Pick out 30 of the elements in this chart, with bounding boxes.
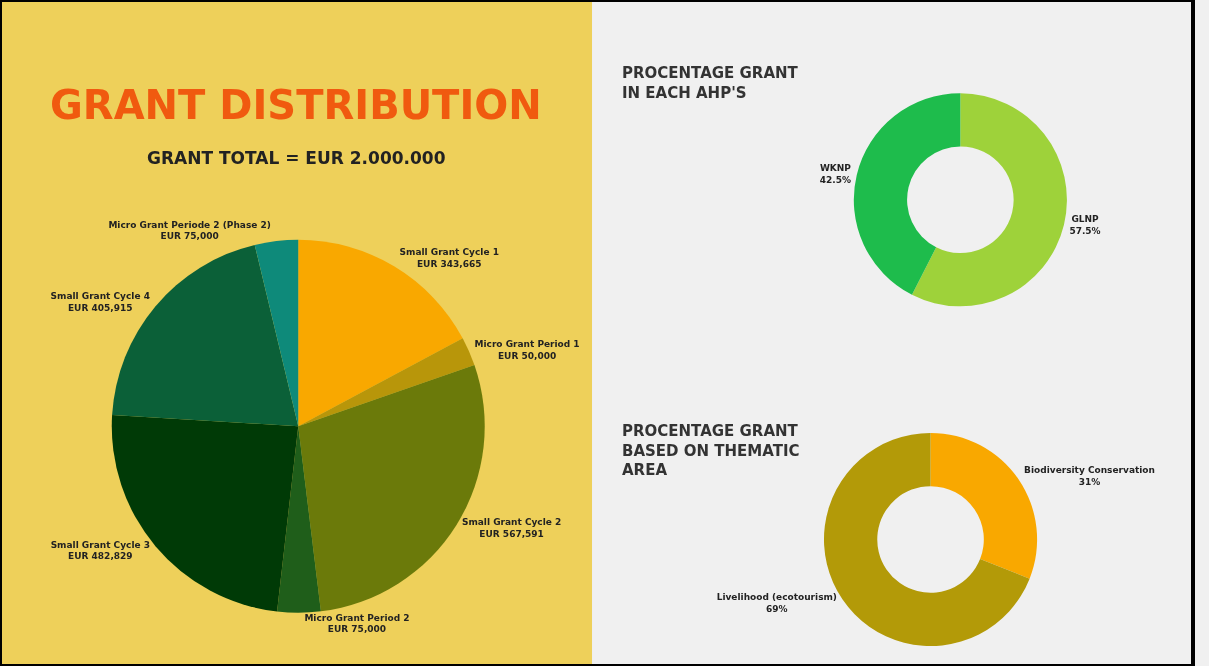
slice-label: Livelihood (ecotourism) <box>716 591 837 602</box>
slice-label: Small Grant Cycle 2 <box>461 517 562 528</box>
slice-label: GLNP <box>1071 214 1100 225</box>
data-label: 57.5% <box>1069 226 1101 237</box>
slice-label: Small Grant Cycle 3 <box>50 539 151 550</box>
slice-label: Biodiversity Conservation <box>1024 465 1155 476</box>
pie-slice <box>298 338 475 427</box>
data-label: 42.5% <box>819 175 852 186</box>
chart-title: GRANT DISTRIBUTION <box>50 82 542 128</box>
data-label: EUR 343,665 <box>416 259 482 270</box>
data-label: EUR 405,915 <box>67 302 133 313</box>
slice-label: Micro Grant Period 2 <box>304 612 410 623</box>
data-label: EUR 50,000 <box>497 350 557 361</box>
pie-slice <box>277 426 321 613</box>
donut-slice <box>853 93 961 295</box>
slice-label: WKNP <box>819 163 852 174</box>
chart-title: PROCENTAGE GRANT IN EACH AHP'S <box>622 64 799 102</box>
slice-label: Micro Grant Period 1 <box>474 338 580 349</box>
data-label: EUR 75,000 <box>160 231 219 242</box>
data-label: EUR 482,829 <box>68 551 133 562</box>
donut-slice <box>911 93 1067 307</box>
data-label: EUR 75,000 <box>327 624 387 635</box>
slice-label: Small Grant Cycle 1 <box>399 247 499 258</box>
data-label: EUR 567,591 <box>479 528 544 539</box>
slice-label: Small Grant Cycle 4 <box>50 291 150 302</box>
data-label: 69% <box>766 603 788 614</box>
data-label: 31% <box>1078 476 1101 487</box>
chart-subtitle: GRANT TOTAL = EUR 2.000.000 <box>147 148 446 168</box>
text: PROCENTAGE GRANT BASED ON THEMATIC AREA <box>622 422 800 479</box>
slice-label: Micro Grant Periode 2 (Phase 2) <box>108 219 271 230</box>
